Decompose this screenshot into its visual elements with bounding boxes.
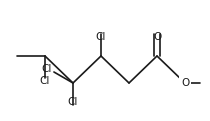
Text: O: O bbox=[153, 32, 161, 42]
Text: Cl: Cl bbox=[96, 32, 106, 42]
Text: O: O bbox=[181, 78, 189, 88]
Text: Cl: Cl bbox=[42, 64, 52, 74]
Text: Cl: Cl bbox=[40, 76, 50, 86]
Text: Cl: Cl bbox=[68, 97, 78, 107]
